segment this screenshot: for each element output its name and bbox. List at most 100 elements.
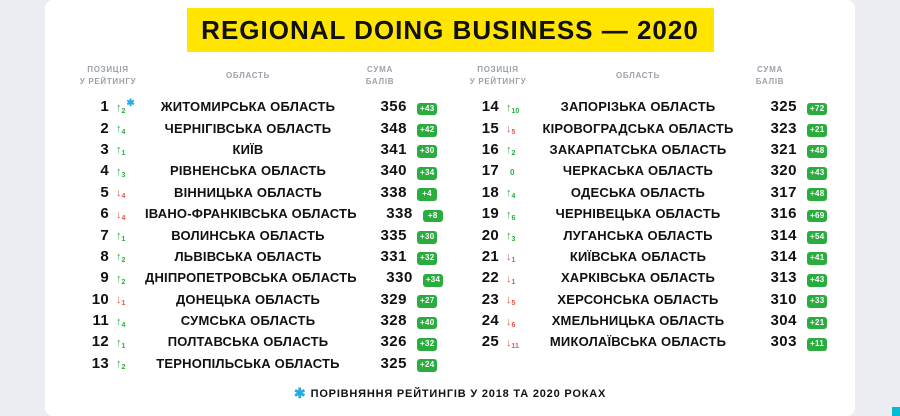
score-delta-badge: +11 bbox=[807, 337, 828, 351]
rank-change-value: 2 bbox=[121, 364, 126, 372]
score-value: 329 bbox=[380, 290, 407, 308]
rank-number: 6 bbox=[100, 205, 109, 223]
arrow-up-icon: ↑ bbox=[506, 230, 512, 243]
score-delta-cell: +33 bbox=[799, 290, 841, 308]
score-delta-cell: +43 bbox=[799, 162, 841, 180]
rank-change-value: 4 bbox=[121, 321, 126, 329]
rank-change-value: 1 bbox=[511, 257, 516, 265]
table-row: 2 ↑4 ЧЕРНІГІВСЬКА ОБЛАСТЬ 348 +42 bbox=[73, 117, 451, 138]
rank-change: ↑3 bbox=[111, 163, 143, 179]
arrow-down-icon: ↓ bbox=[506, 272, 512, 285]
arrow-up-icon: ↑ bbox=[116, 336, 122, 349]
arrow-down-icon: ↓ bbox=[116, 208, 122, 221]
footnote: ✱ ПОРІВНЯННЯ РЕЙТИНГІВ У 2018 ТА 2020 РОК… bbox=[45, 384, 855, 402]
position-column-header: ПОЗИЦІЯ У РЕЙТИНГУ bbox=[79, 65, 137, 86]
ranking-tables: ПОЗИЦІЯ У РЕЙТИНГУ ОБЛАСТЬ СУМА БАЛІВ 1 … bbox=[45, 52, 855, 374]
rank-number: 25 bbox=[481, 333, 499, 351]
compare-note-asterisk: ✱ bbox=[126, 97, 135, 109]
score-value: 341 bbox=[380, 140, 407, 158]
region-name: ЛУГАНСЬКА ОБЛАСТЬ bbox=[563, 227, 713, 243]
rank-change: ↑2 bbox=[111, 248, 143, 265]
region-name: КИЇВ bbox=[232, 141, 264, 157]
arrow-down-icon: ↓ bbox=[506, 251, 512, 264]
score-value: 326 bbox=[380, 333, 407, 351]
rank-change-value: 5 bbox=[511, 129, 516, 137]
rank-change-value: 1 bbox=[121, 300, 126, 308]
table-row: 3 ↑1 КИЇВ 341 +30 bbox=[73, 139, 451, 160]
rank-change: ↓1 bbox=[111, 291, 143, 308]
rank-number: 4 bbox=[100, 162, 109, 180]
rank-change: ↓4 bbox=[111, 184, 143, 201]
rank-change-value: 4 bbox=[121, 129, 126, 137]
table-row: 1 ↑2✱ ЖИТОМИРСЬКА ОБЛАСТЬ 356 +43 bbox=[73, 96, 451, 117]
score-delta-badge: +43 bbox=[807, 166, 828, 180]
score-value: 331 bbox=[380, 247, 407, 265]
title-banner: REGIONAL DOING BUSINESS — 2020 bbox=[186, 8, 714, 52]
arrow-up-icon: ↑ bbox=[116, 358, 122, 371]
arrow-up-icon: ↑ bbox=[116, 144, 122, 157]
rank-change-value: 5 bbox=[511, 300, 516, 308]
rank-change: ↑4 bbox=[111, 120, 143, 137]
table-row: 14 ↑10 ЗАПОРІЗЬКА ОБЛАСТЬ 325 +72 bbox=[463, 96, 841, 117]
region-name: ЗАПОРІЗЬКА ОБЛАСТЬ bbox=[560, 99, 716, 115]
rank-number: 20 bbox=[481, 226, 499, 244]
score-value: 321 bbox=[770, 140, 797, 158]
score-delta-badge: +43 bbox=[417, 102, 438, 116]
table-row: 16 ↑2 ЗАКАРПАТСЬКА ОБЛАСТЬ 321 +48 bbox=[463, 139, 841, 160]
score-delta-cell: +30 bbox=[409, 140, 451, 159]
score-value: 317 bbox=[770, 183, 797, 201]
rank-change-value: 1 bbox=[121, 150, 126, 158]
score-delta-badge: +30 bbox=[417, 231, 438, 244]
rank-number: 2 bbox=[100, 119, 109, 137]
table-row: 17 0 ЧЕРКАСЬКА ОБЛАСТЬ 320 +43 bbox=[463, 160, 841, 181]
rank-number: 14 bbox=[481, 98, 499, 116]
region-name: КІРОВОГРАДСЬКА ОБЛАСТЬ bbox=[542, 120, 734, 136]
score-delta-badge: +30 bbox=[417, 145, 438, 159]
rank-number: 15 bbox=[481, 119, 499, 137]
region-name: ТЕРНОПІЛЬСЬКА ОБЛАСТЬ bbox=[156, 355, 340, 371]
score-delta-cell: +8 bbox=[415, 205, 457, 223]
score-value: 323 bbox=[770, 119, 797, 137]
score-value: 325 bbox=[770, 98, 797, 116]
table-row: 21 ↓1 КИЇВСЬКА ОБЛАСТЬ 314 +41 bbox=[463, 246, 841, 267]
rank-change-value: 0 bbox=[510, 167, 515, 177]
table-row: 10 ↓1 ДОНЕЦЬКА ОБЛАСТЬ 329 +27 bbox=[73, 289, 451, 310]
region-column-header: ОБЛАСТЬ bbox=[615, 71, 661, 80]
rank-change-value: 2 bbox=[511, 150, 516, 158]
rank-change-value: 2 bbox=[121, 278, 126, 286]
rank-change-value: 10 bbox=[511, 107, 520, 115]
score-value: 304 bbox=[770, 312, 797, 330]
table-row: 11 ↑4 СУМСЬКА ОБЛАСТЬ 328 +40 bbox=[73, 310, 451, 331]
arrow-down-icon: ↓ bbox=[506, 315, 512, 328]
region-name: ОДЕСЬКА ОБЛАСТЬ bbox=[570, 184, 706, 200]
region-name: ЧЕРНІВЕЦЬКА ОБЛАСТЬ bbox=[555, 206, 721, 222]
rank-change-value: 3 bbox=[121, 171, 126, 179]
ranking-table-left: ПОЗИЦІЯ У РЕЙТИНГУ ОБЛАСТЬ СУМА БАЛІВ 1 … bbox=[73, 64, 451, 374]
score-delta-cell: +21 bbox=[799, 312, 841, 330]
rank-number: 24 bbox=[481, 312, 499, 330]
score-delta-cell: +32 bbox=[409, 333, 451, 351]
arrow-up-icon: ↑ bbox=[116, 165, 122, 178]
score-delta-cell: +21 bbox=[799, 119, 841, 137]
region-name: РІВНЕНСЬКА ОБЛАСТЬ bbox=[169, 163, 327, 179]
rank-change: ↑2 bbox=[111, 355, 143, 372]
score-column-header: СУМА БАЛІВ bbox=[755, 65, 785, 86]
arrow-up-icon: ↑ bbox=[506, 187, 512, 200]
score-value: 328 bbox=[380, 312, 407, 330]
rank-number: 12 bbox=[91, 333, 109, 351]
region-name: ЖИТОМИРСЬКА ОБЛАСТЬ bbox=[160, 99, 336, 115]
rank-change: ↑3 bbox=[501, 227, 533, 244]
score-delta-badge: +48 bbox=[807, 188, 828, 202]
score-value: 314 bbox=[770, 247, 797, 265]
arrow-up-icon: ↑ bbox=[116, 123, 122, 136]
rank-change: ↑2✱ bbox=[111, 97, 143, 115]
table-row: 13 ↑2 ТЕРНОПІЛЬСЬКА ОБЛАСТЬ 325 +24 bbox=[73, 353, 451, 374]
content-card: REGIONAL DOING BUSINESS — 2020 ПОЗИЦІЯ У… bbox=[45, 0, 855, 416]
score-delta-cell: +11 bbox=[799, 333, 841, 351]
rank-change: ↑2 bbox=[501, 141, 533, 158]
score-delta-cell: +34 bbox=[415, 269, 457, 287]
table-row: 22 ↓1 ХАРКІВСЬКА ОБЛАСТЬ 313 +43 bbox=[463, 267, 841, 288]
score-delta-cell: +34 bbox=[409, 162, 451, 180]
region-name: ВІННИЦЬКА ОБЛАСТЬ bbox=[174, 184, 322, 200]
asterisk-icon: ✱ bbox=[293, 385, 306, 402]
